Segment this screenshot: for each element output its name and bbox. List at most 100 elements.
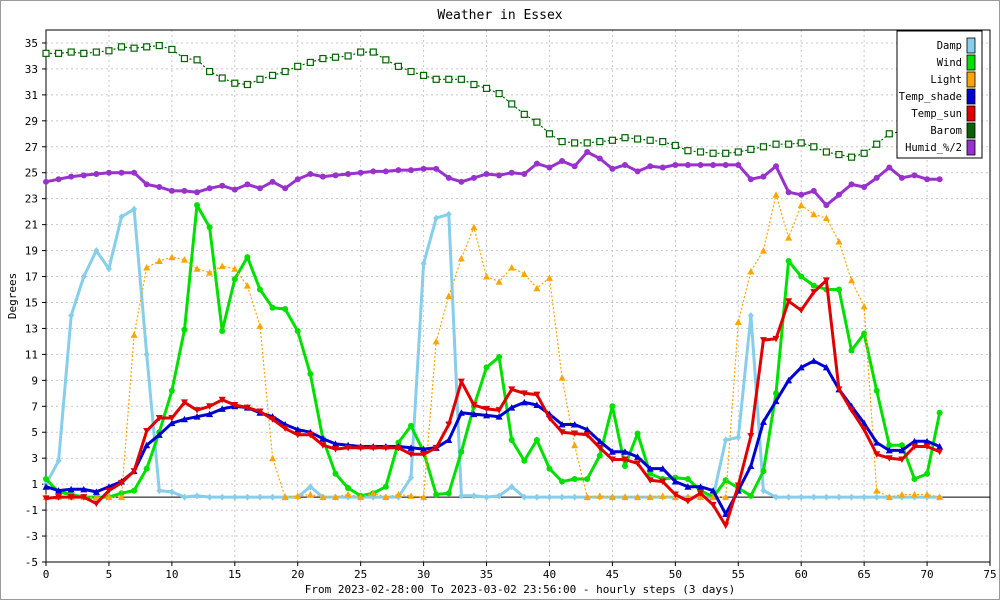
data-point: [772, 397, 780, 405]
y-tick-label: 23: [25, 193, 38, 206]
data-point: [571, 441, 579, 449]
data-point: [231, 265, 239, 272]
data-point: [331, 446, 339, 453]
data-point: [898, 446, 906, 454]
data-point: [420, 260, 427, 268]
data-point: [785, 493, 792, 501]
data-point: [80, 49, 88, 57]
data-point: [432, 337, 440, 345]
data-point: [634, 493, 642, 501]
data-point: [608, 456, 616, 463]
data-point: [394, 62, 403, 70]
data-point: [143, 263, 151, 271]
data-point: [357, 444, 365, 452]
data-point: [168, 419, 176, 427]
data-point: [646, 136, 654, 144]
data-point: [860, 149, 868, 157]
data-point: [583, 493, 591, 501]
data-point: [206, 185, 213, 192]
data-point: [835, 150, 843, 159]
data-point: [80, 172, 87, 179]
y-tick-label: 29: [25, 115, 38, 128]
data-point: [873, 487, 881, 494]
data-point: [760, 487, 767, 495]
data-point: [369, 444, 377, 452]
data-point: [457, 75, 465, 83]
data-point: [130, 331, 138, 338]
data-point: [143, 441, 151, 449]
data-point: [583, 139, 591, 147]
data-point: [433, 165, 440, 172]
data-point: [546, 493, 553, 501]
data-point: [168, 387, 175, 394]
data-point: [571, 430, 579, 438]
data-point: [344, 444, 352, 452]
data-point: [294, 328, 301, 335]
data-point: [810, 282, 817, 289]
data-point: [105, 169, 112, 176]
data-point: [634, 453, 642, 460]
data-point: [533, 391, 541, 399]
data-point: [860, 426, 868, 434]
data-point: [180, 256, 188, 263]
data-point: [433, 491, 440, 498]
data-point: [709, 487, 717, 494]
data-point: [911, 475, 918, 482]
data-point: [219, 493, 226, 501]
data-point: [470, 401, 478, 409]
data-point: [810, 493, 817, 501]
data-point: [193, 413, 201, 420]
data-point: [785, 140, 793, 148]
series-barom: [42, 41, 906, 161]
data-point: [571, 493, 578, 501]
data-point: [218, 396, 226, 404]
data-point: [621, 161, 628, 168]
data-point: [181, 326, 188, 333]
data-point: [936, 176, 943, 183]
data-point: [131, 205, 138, 213]
data-point: [861, 330, 868, 337]
data-point: [798, 191, 805, 198]
series-wind: [43, 202, 943, 501]
data-point: [168, 488, 175, 496]
data-point: [268, 71, 277, 80]
data-point: [835, 238, 843, 245]
data-point: [596, 155, 603, 162]
data-point: [243, 404, 251, 412]
data-point: [55, 457, 62, 465]
data-point: [621, 493, 629, 501]
data-point: [206, 403, 214, 410]
data-point: [256, 493, 263, 501]
y-tick-label: 7: [31, 400, 38, 413]
y-tick-label: 33: [25, 63, 38, 76]
data-point: [231, 186, 238, 193]
x-tick-label: 20: [291, 568, 304, 581]
y-tick-label: 13: [25, 322, 38, 335]
data-point: [810, 289, 818, 296]
data-point: [256, 408, 264, 415]
data-point: [508, 100, 516, 108]
data-point: [80, 494, 88, 501]
series-line: [44, 203, 942, 499]
data-point: [269, 454, 277, 462]
data-point: [596, 437, 604, 445]
data-point: [244, 181, 251, 188]
data-point: [734, 318, 742, 325]
legend-label: Temp_sun: [911, 108, 962, 120]
data-point: [42, 49, 50, 57]
data-point: [92, 488, 100, 495]
data-point: [797, 363, 805, 371]
data-point: [55, 176, 62, 183]
data-point: [483, 411, 491, 419]
data-point: [671, 478, 679, 485]
y-tick-label: 21: [25, 219, 38, 232]
data-point: [861, 493, 868, 501]
data-point: [156, 184, 163, 191]
data-point: [193, 265, 201, 272]
data-point: [647, 470, 654, 477]
data-point: [68, 173, 75, 180]
legend-label: Barom: [930, 125, 962, 137]
data-point: [181, 187, 188, 194]
data-point: [659, 478, 667, 486]
data-point: [797, 201, 805, 209]
